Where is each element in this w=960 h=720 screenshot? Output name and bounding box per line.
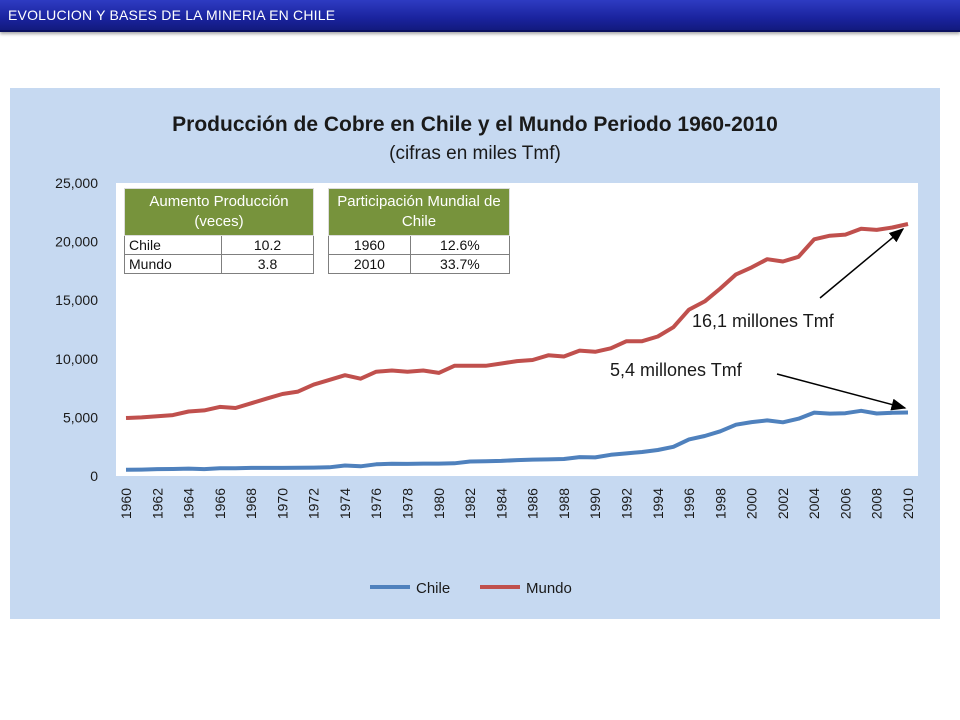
- chart-subtitle: (cifras en miles Tmf): [389, 143, 561, 164]
- annotation-arrow-mundo: [819, 228, 905, 299]
- x-tick-label: 2004: [806, 488, 822, 519]
- x-tick-label: 1990: [587, 488, 603, 519]
- annotation-mundo: 16,1 millones Tmf: [692, 311, 835, 331]
- y-tick-label: 15,000: [55, 292, 98, 308]
- table-cell: 12.6%: [409, 235, 511, 255]
- x-tick-label: 1960: [118, 488, 134, 519]
- page-title: EVOLUCION Y BASES DE LA MINERIA EN CHILE: [8, 7, 336, 23]
- annotation-arrow-chile: [776, 373, 907, 411]
- x-axis: 1960 1962 1964 1966 1968 1970 1972 1974 1976 1978…: [118, 488, 916, 519]
- series-line-mundo: [125, 222, 909, 420]
- x-tick-label: 1978: [400, 488, 416, 519]
- table-row: Mundo 3.8: [124, 254, 314, 274]
- x-tick-label: 1998: [712, 488, 728, 519]
- x-tick-label: 1988: [556, 488, 572, 519]
- x-tick-label: 2006: [837, 488, 853, 519]
- y-axis: 0 5,000 10,000 15,000 20,000 25,000: [55, 175, 98, 484]
- annotation-chile: 5,4 millones Tmf: [610, 360, 743, 380]
- x-tick-label: 1992: [618, 488, 634, 519]
- x-tick-label: 1996: [681, 488, 697, 519]
- legend: Chile Mundo: [370, 580, 572, 597]
- x-tick-label: 1972: [306, 488, 322, 519]
- y-tick-label: 20,000: [55, 234, 98, 250]
- x-tick-label: 1962: [149, 488, 165, 519]
- table-cell: 3.8: [221, 254, 314, 274]
- series-lines: [125, 222, 909, 472]
- table-cell: Chile: [124, 235, 222, 255]
- x-tick-label: 1982: [462, 488, 478, 519]
- table-cell: 2010: [328, 254, 411, 274]
- x-tick-label: 1970: [274, 488, 290, 519]
- x-tick-label: 1986: [525, 488, 541, 519]
- y-tick-label: 10,000: [55, 351, 98, 367]
- table-aumento-produccion: Aumento Producción (veces) Chile 10.2 Mu…: [124, 188, 314, 274]
- table-row: 2010 33.7%: [328, 254, 511, 274]
- x-tick-label: 1980: [431, 488, 447, 519]
- x-tick-label: 1968: [243, 488, 259, 519]
- series-line-chile: [125, 408, 909, 472]
- x-tick-label: 1994: [650, 488, 666, 519]
- x-tick-label: 2010: [900, 488, 916, 519]
- y-tick-label: 25,000: [55, 175, 98, 191]
- table-row: 1960 12.6%: [328, 235, 511, 255]
- y-tick-label: 0: [90, 468, 98, 484]
- x-tick-label: 1974: [337, 488, 353, 519]
- chart-title: Producción de Cobre en Chile y el Mundo …: [172, 113, 778, 136]
- x-tick-label: 2000: [744, 488, 760, 519]
- table-participacion-mundial: Participación Mundial de Chile 1960 12.6…: [328, 188, 511, 274]
- x-tick-label: 1976: [368, 488, 384, 519]
- y-tick-label: 5,000: [63, 409, 98, 425]
- x-tick-label: 1984: [493, 488, 509, 519]
- table-header: Aumento Producción (veces): [124, 188, 314, 236]
- x-tick-label: 1966: [212, 488, 228, 519]
- x-tick-label: 2002: [775, 488, 791, 519]
- legend-label-mundo: Mundo: [526, 580, 572, 597]
- table-cell: Mundo: [124, 254, 222, 274]
- table-cell: 1960: [328, 235, 411, 255]
- table-cell: 10.2: [221, 235, 314, 255]
- legend-label-chile: Chile: [416, 580, 450, 597]
- x-tick-label: 2008: [869, 488, 885, 519]
- table-row: Chile 10.2: [124, 235, 314, 255]
- table-header: Participación Mundial de Chile: [328, 188, 510, 236]
- table-cell: 33.7%: [409, 254, 511, 274]
- header-banner: EVOLUCION Y BASES DE LA MINERIA EN CHILE: [0, 0, 960, 32]
- chart-panel: Producción de Cobre en Chile y el Mundo …: [10, 88, 940, 619]
- x-tick-label: 1964: [181, 488, 197, 519]
